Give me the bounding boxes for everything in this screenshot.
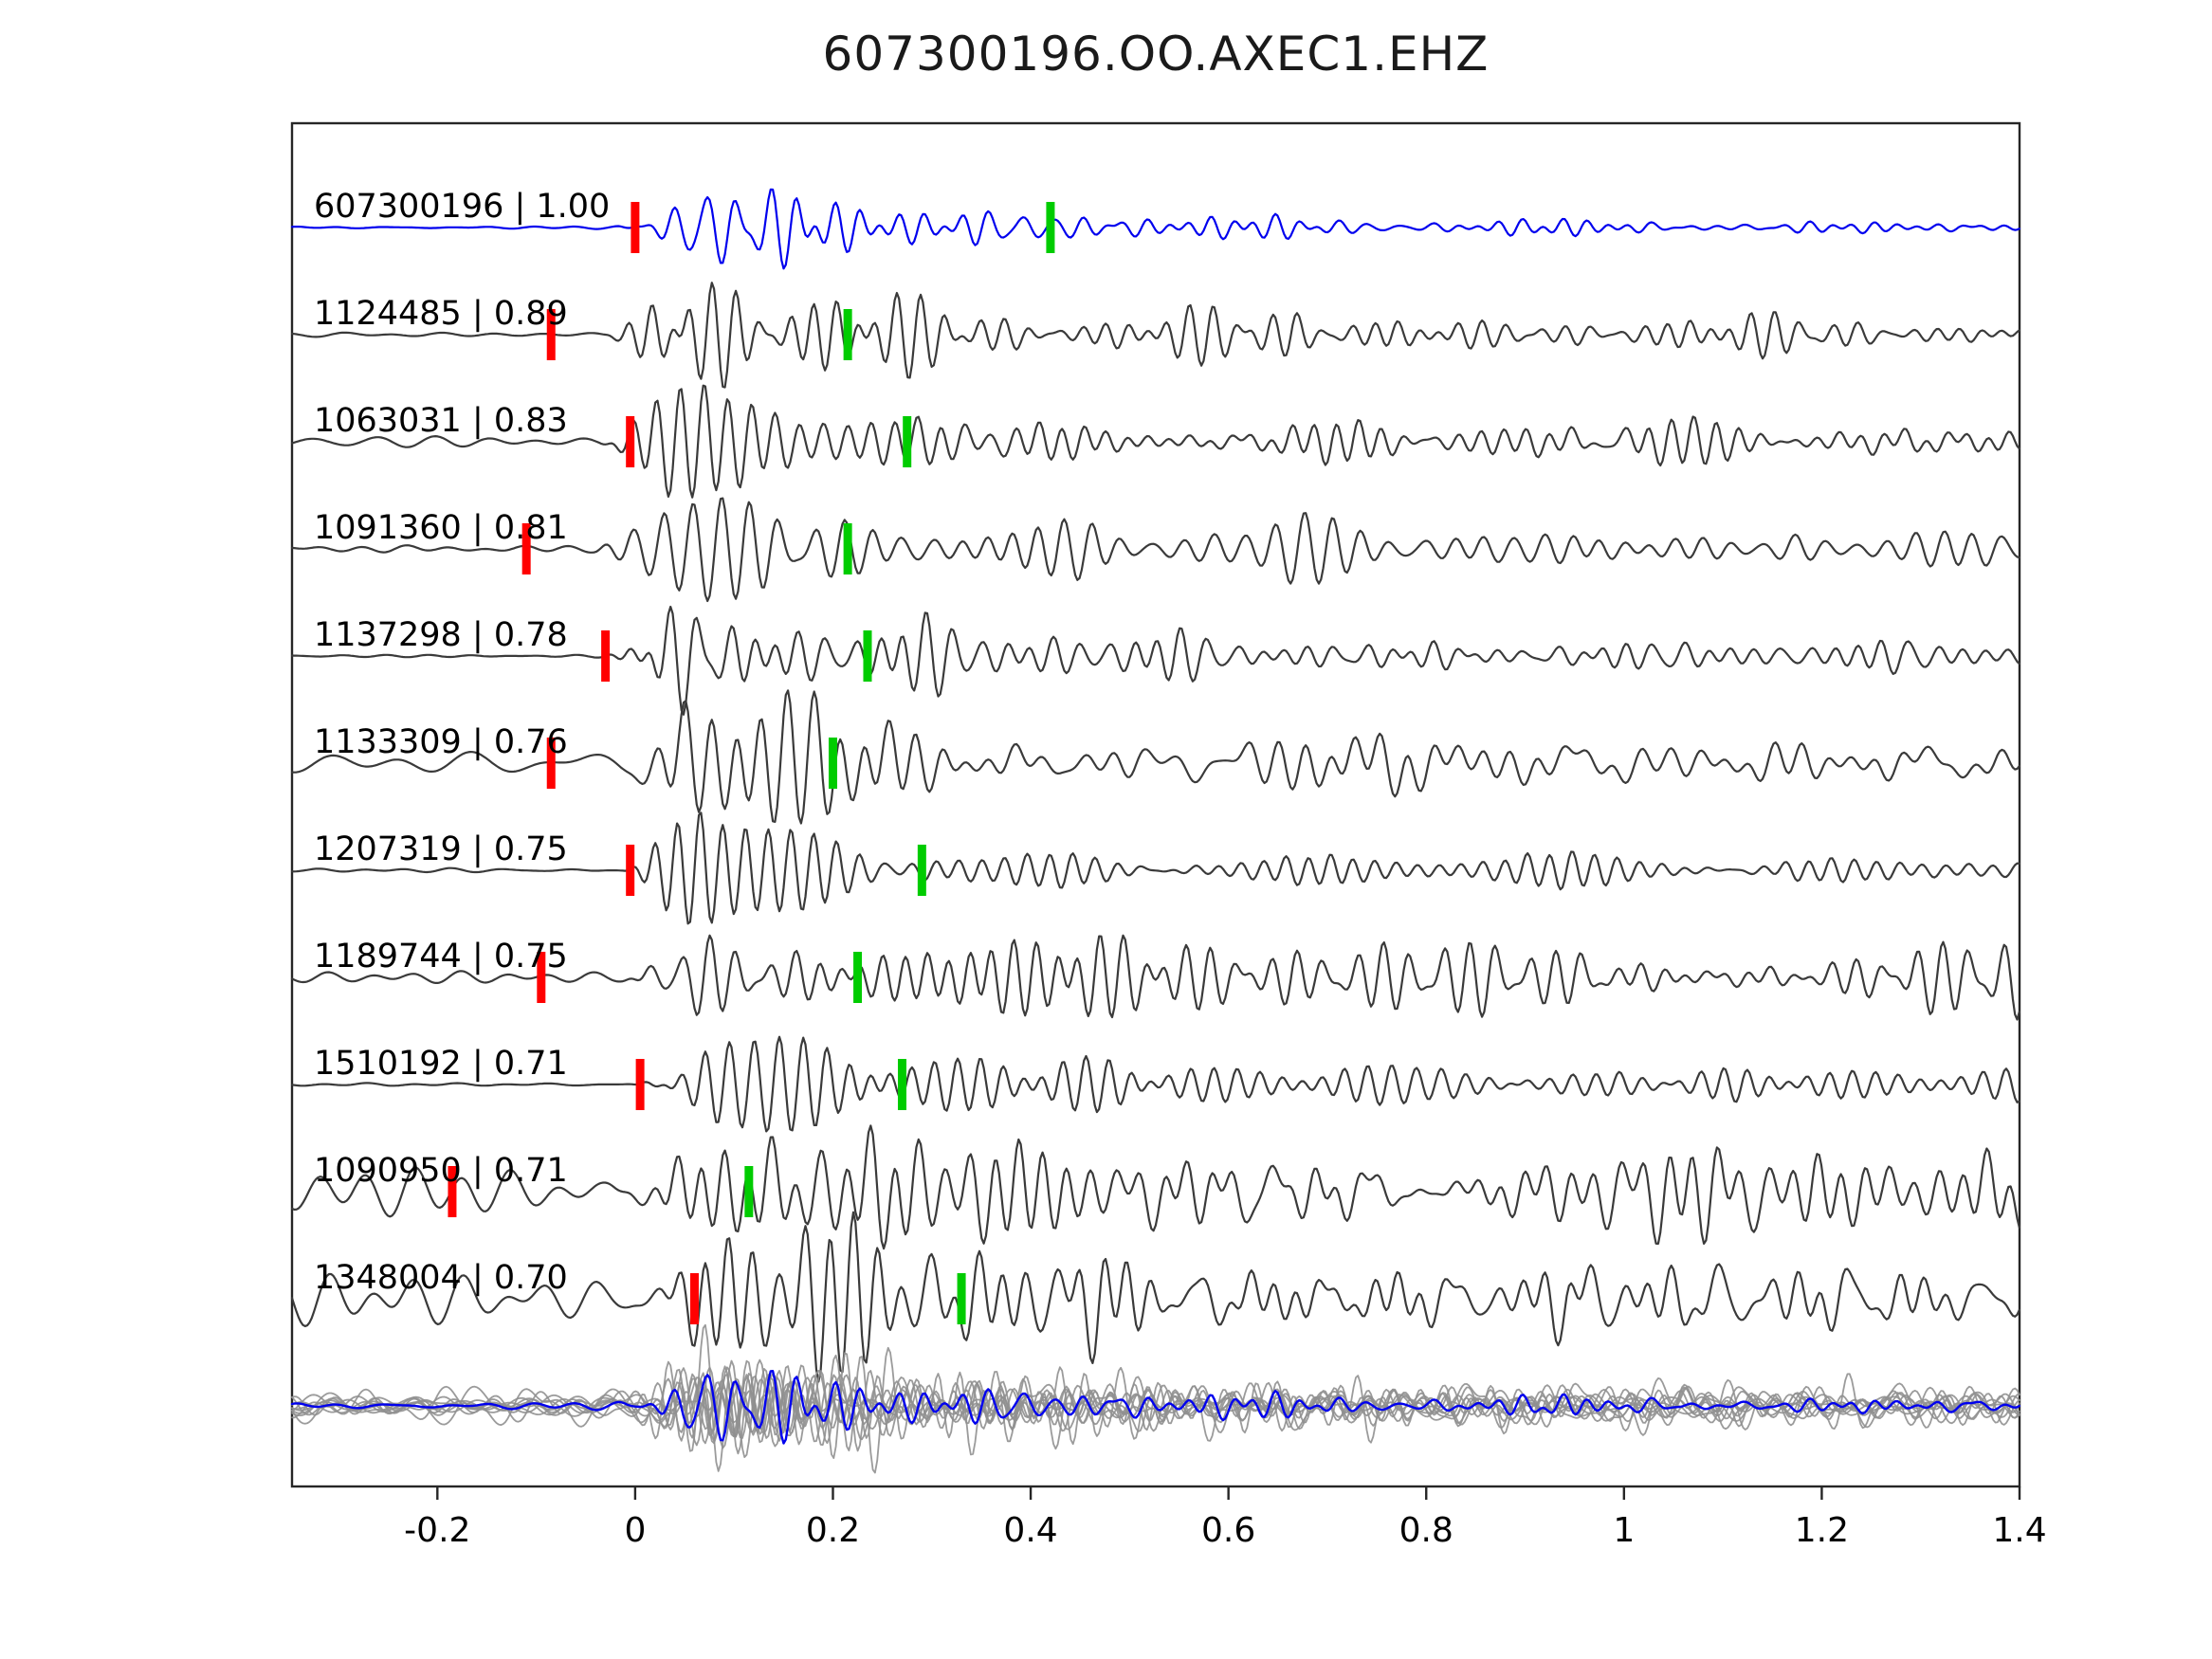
trace-waveform xyxy=(290,1211,2020,1383)
trace-row: 1091360 | 0.81 xyxy=(290,497,2020,603)
x-axis-tick-label: 0.6 xyxy=(1201,1511,1255,1550)
trace-row: 1090950 | 0.71 xyxy=(290,1124,2020,1250)
trace-label: 1124485 | 0.89 xyxy=(314,295,568,333)
trace-label: 1091360 | 0.81 xyxy=(314,509,568,547)
trace-label: 1348004 | 0.70 xyxy=(314,1259,568,1297)
trace-waveform xyxy=(290,934,2020,1021)
trace-label: 1090950 | 0.71 xyxy=(314,1152,568,1190)
trace-waveform xyxy=(290,689,2020,825)
trace-row: 1124485 | 0.89 xyxy=(290,282,2020,389)
x-axis-tick-label: 1.2 xyxy=(1795,1511,1849,1550)
stack-row xyxy=(290,1323,2021,1474)
stack-trace xyxy=(291,1323,2020,1472)
trace-row: 607300196 | 1.00 xyxy=(290,188,2020,270)
trace-row: 1207319 | 0.75 xyxy=(290,811,2020,925)
trace-label: 1133309 | 0.76 xyxy=(314,723,568,761)
trace-label: 1189744 | 0.75 xyxy=(314,938,568,975)
chart-title: 607300196.OO.AXEC1.EHZ xyxy=(822,27,1490,82)
stack-overlay-template xyxy=(290,1369,2021,1445)
axis-box xyxy=(290,121,2021,1488)
trace-waveform xyxy=(290,384,2020,499)
trace-waveform xyxy=(290,497,2020,603)
x-axis-tick-label: 1 xyxy=(1613,1511,1635,1550)
x-axis-tick-label: -0.2 xyxy=(404,1511,470,1550)
trace-label: 1137298 | 0.78 xyxy=(314,616,568,654)
trace-waveform xyxy=(290,1124,2020,1250)
stack-trace xyxy=(291,1346,2020,1474)
trace-row: 1133309 | 0.76 xyxy=(290,689,2020,825)
trace-label: 1207319 | 0.75 xyxy=(314,830,568,868)
trace-row: 1510192 | 0.71 xyxy=(290,1035,2020,1133)
trace-waveform xyxy=(290,605,2020,716)
trace-label: 607300196 | 1.00 xyxy=(314,188,610,226)
trace-row: 1137298 | 0.78 xyxy=(290,605,2020,716)
trace-waveform xyxy=(290,1035,2020,1133)
trace-row: 1189744 | 0.75 xyxy=(290,934,2020,1021)
trace-label: 1063031 | 0.83 xyxy=(314,402,568,440)
trace-row: 1063031 | 0.83 xyxy=(290,384,2020,499)
trace-label: 1510192 | 0.71 xyxy=(314,1045,568,1083)
x-axis-tick-label: 1.4 xyxy=(1992,1511,2046,1550)
trace-waveform xyxy=(290,282,2020,389)
x-axis-tick-label: 0.4 xyxy=(1003,1511,1057,1550)
trace-waveform xyxy=(290,188,2020,270)
x-axis-tick-label: 0.2 xyxy=(806,1511,860,1550)
x-axis-tick-label: 0.8 xyxy=(1399,1511,1453,1550)
trace-waveform xyxy=(290,811,2020,925)
trace-row: 1348004 | 0.70 xyxy=(290,1211,2020,1383)
x-axis-tick-label: 0 xyxy=(624,1511,646,1550)
